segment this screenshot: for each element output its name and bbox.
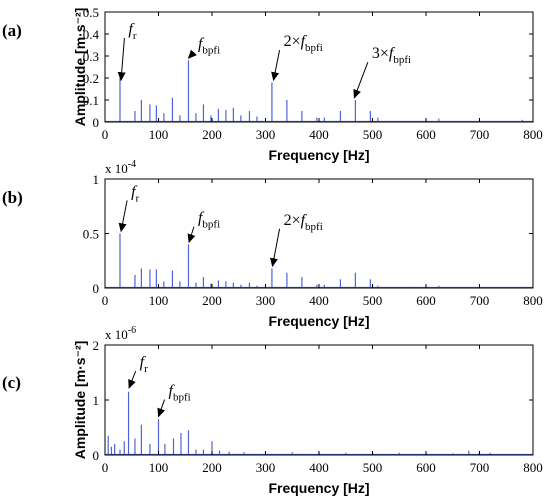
x-tick-label: 100 [149,460,169,475]
annotation-label: fr [128,21,136,42]
annotation-label: fr [140,354,148,375]
annotation-prefix: 2× [284,33,301,50]
annotation-label: fbpfi [198,35,220,56]
x-tick-label: 200 [202,460,222,475]
x-tick-label: 300 [256,460,276,475]
x-tick-label: 300 [256,293,276,308]
x-tick-label: 800 [523,293,543,308]
annotation-arrow [187,49,197,59]
x-tick-label: 600 [416,293,436,308]
x-axis-label: Frequency [Hz] [268,480,369,496]
y-tick-label: 0.4 [83,27,100,42]
annotation-symbol: f [301,212,308,229]
annotation-arrow [118,200,128,233]
x-tick-label: 600 [416,127,436,142]
x-tick-label: 400 [309,127,329,142]
chart-panel: (c) 0 100 200 300 400 500 600 700 800 0 1 2 Frequency… [2,325,543,496]
x-tick-label: 0 [102,460,109,475]
y-tick-label: 0.2 [83,71,99,86]
x-tick-label: 300 [256,127,276,142]
panel-label: (c) [2,373,21,392]
annotation-label: 3×fbpfi [372,45,411,66]
y-tick-label: 0.5 [83,5,99,20]
y-tick-label: 2 [93,338,100,353]
annotation-subscript: bpfi [202,219,220,231]
x-tick-label: 0 [102,127,109,142]
chart-panel: (b) 0 100 200 300 400 500 600 700 800 0 0.5 1 Frequen… [2,159,543,329]
annotation-symbol: f [140,354,147,371]
y-tick-label: 0 [93,115,100,130]
x-tick-label: 200 [202,127,222,142]
annotation-prefix: 3× [372,45,389,62]
annotation-prefix: 2× [284,212,301,229]
x-tick-label: 500 [363,127,383,142]
exponent-power: -6 [128,325,136,336]
annotation-label: fbpfi [198,210,220,231]
x-tick-label: 400 [309,293,329,308]
x-tick-label: 100 [149,293,169,308]
y-axis-exponent: x 10-6 [105,325,136,342]
x-tick-label: 200 [202,293,222,308]
x-tick-label: 400 [309,460,329,475]
annotation-symbol: f [131,183,138,200]
y-tick-label: 0 [93,281,100,296]
y-axis-label: Amplitude [m·s⁻²] [72,341,88,460]
x-tick-label: 700 [470,293,490,308]
annotation-subscript: bpfi [393,54,411,66]
annotation-symbol: f [198,210,205,227]
annotation-subscript: r [133,30,137,42]
x-tick-label: 700 [470,460,490,475]
annotation-arrow [271,50,281,82]
annotation-symbol: f [198,35,205,52]
plot-frame [104,11,534,123]
annotation-label: 2×fbpfi [284,212,323,233]
exponent-base: x 10 [105,161,128,176]
annotation-subscript: bpfi [173,392,191,404]
y-tick-label: 0.1 [83,93,99,108]
annotation-symbol: f [169,383,176,400]
annotation-subscript: bpfi [202,44,220,56]
annotation-subscript: r [136,192,140,204]
plot-frame [104,344,534,456]
x-tick-label: 600 [416,460,436,475]
annotation-label: 2×fbpfi [284,33,323,54]
y-axis-exponent: x 10-4 [105,159,136,176]
x-tick-label: 700 [470,127,490,142]
y-tick-label: 1 [93,393,100,408]
x-axis-label: Frequency [Hz] [268,313,369,329]
annotation-subscript: bpfi [305,221,323,233]
annotation-arrow [187,226,196,244]
annotation-arrow [353,62,369,99]
annotation-label: fbpfi [169,383,191,404]
exponent-base: x 10 [105,327,128,342]
annotation-arrow [117,37,126,82]
x-tick-label: 0 [102,293,109,308]
x-tick-label: 500 [363,293,383,308]
y-tick-label: 1 [93,172,100,187]
annotation-label: fr [131,183,139,204]
x-tick-label: 800 [523,127,543,142]
annotation-symbol: f [301,33,308,50]
x-axis-label: Frequency [Hz] [268,147,369,163]
x-tick-label: 500 [363,460,383,475]
chart-panel: (a) 0 100 200 300 400 500 600 700 800 0 0.1 0.2 0.3 0.… [2,5,543,163]
y-tick-label: 0.5 [83,227,99,242]
x-tick-label: 100 [149,127,169,142]
plot-frame [104,178,534,289]
y-tick-label: 0 [93,448,100,463]
annotation-subscript: bpfi [305,42,323,54]
panel-label: (b) [2,188,23,207]
y-tick-label: 0.3 [83,49,99,64]
annotation-subscript: r [144,363,148,375]
annotation-symbol: f [128,21,135,38]
annotation-arrow [128,370,137,389]
annotation-symbol: f [389,45,396,62]
y-axis-label: Amplitude [m·s⁻²] [72,8,88,127]
annotation-arrow [157,399,166,418]
exponent-power: -4 [128,159,136,170]
x-tick-label: 800 [523,460,543,475]
annotation-arrow [270,228,281,268]
panel-label: (a) [2,21,22,40]
